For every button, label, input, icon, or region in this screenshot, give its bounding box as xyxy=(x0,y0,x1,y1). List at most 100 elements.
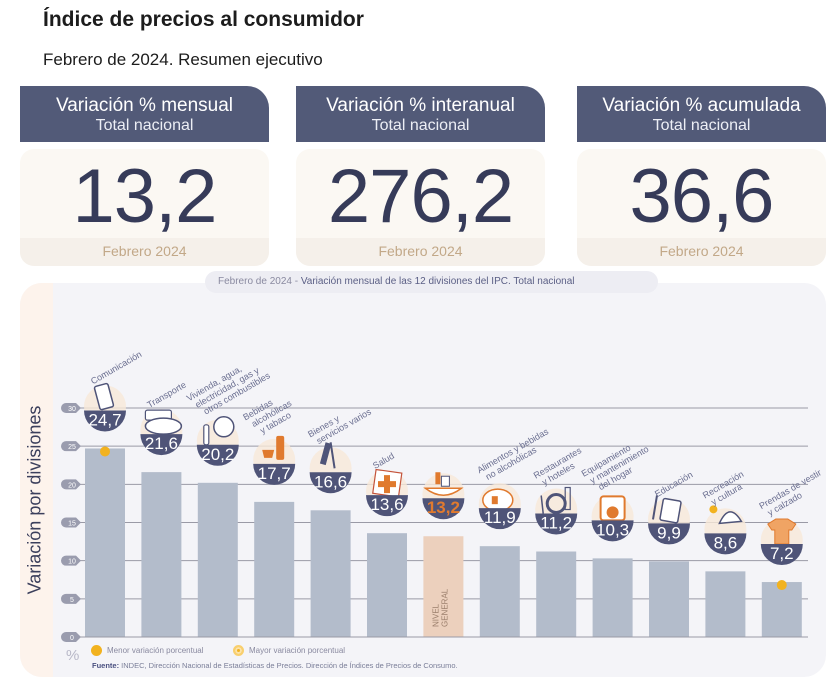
bar xyxy=(649,561,689,637)
category-label: Recreacióny cultura xyxy=(701,469,750,509)
card-header: Variación % interanual Total nacional xyxy=(296,86,545,142)
value-bubble xyxy=(478,508,521,530)
shopping-basket-icon-part xyxy=(440,475,450,487)
bar xyxy=(761,582,802,637)
category-label: Comunicación xyxy=(89,349,143,386)
value-bubble xyxy=(309,472,352,494)
value-label: 8,6 xyxy=(714,533,738,552)
card-subtitle: Total nacional xyxy=(371,117,470,134)
card-value: 276,2 xyxy=(327,154,514,239)
card-title: Variación % mensual xyxy=(55,95,234,116)
value-bubble xyxy=(591,520,634,542)
card-subtitle: Total nacional xyxy=(652,117,751,134)
value-bubble xyxy=(366,495,408,517)
scissors-comb-icon xyxy=(319,442,336,469)
y-tick-badge xyxy=(61,479,81,490)
card-header: Variación % mensual Total nacional xyxy=(20,86,269,142)
card-header: Variación % acumulada Total nacional xyxy=(577,86,826,142)
scissors-comb-icon-part xyxy=(329,442,336,469)
legend-item-min: Menor variación porcentual xyxy=(91,645,204,656)
page-subtitle: Febrero de 2024. Resumen ejecutivo xyxy=(43,50,323,69)
category-label: Bebidasalcohólicasy tabaco xyxy=(241,389,298,439)
roast-chicken-icon-part xyxy=(491,496,498,505)
y-tick-label: 25 xyxy=(68,444,76,451)
category-label: Equipamientoy mantenimientodel hogar xyxy=(580,435,656,496)
value-label: 11,2 xyxy=(540,514,572,533)
category-label-line: Comunicación xyxy=(89,349,143,386)
shopping-basket-icon-part xyxy=(435,472,441,485)
value-bubble xyxy=(253,463,296,485)
chart-title: Variación mensual de las 12 divisiones d… xyxy=(300,276,575,287)
bar xyxy=(479,546,520,637)
y-tick-label: 30 xyxy=(68,406,76,413)
beach-umbrella-icon xyxy=(709,505,743,525)
y-tick-badge xyxy=(61,517,81,528)
bar xyxy=(85,448,125,637)
category-label: Restaurantesy hoteles xyxy=(532,445,589,489)
max-marker xyxy=(100,446,110,457)
legend-label: Menor variación porcentual xyxy=(107,646,204,655)
category-label: Salud xyxy=(371,451,396,471)
card-value: 36,6 xyxy=(629,154,775,239)
y-tick-badge xyxy=(61,555,81,566)
lightbulb-icon-part xyxy=(203,424,210,446)
bar xyxy=(705,571,746,637)
y-tick-badge xyxy=(61,441,81,452)
source-text: INDEC, Dirección Nacional de Estadística… xyxy=(119,661,458,670)
value-bubble xyxy=(140,434,183,456)
category-label: Prendas de vestiry calzado xyxy=(757,467,828,519)
bar xyxy=(536,551,577,637)
category-label-line: Transporte xyxy=(145,380,187,410)
y-tick-badge xyxy=(61,632,81,642)
bar xyxy=(592,558,633,637)
value-label: 9,9 xyxy=(657,523,681,542)
bar xyxy=(367,533,407,637)
plate-cutlery-icon-part xyxy=(564,486,571,511)
bar-nivel-general xyxy=(423,536,464,637)
card-period: Febrero 2024 xyxy=(577,238,826,266)
page-title: Índice de precios al consumidor xyxy=(43,8,364,31)
plate-cutlery-icon-part xyxy=(540,495,544,514)
card-value: 13,2 xyxy=(72,154,218,239)
source-label: Fuente: xyxy=(92,661,120,670)
category-label-line: Salud xyxy=(371,451,396,471)
legend-label: Mayor variación porcentual xyxy=(249,646,346,655)
value-bubble xyxy=(84,410,126,432)
lightbulb-icon-part xyxy=(213,416,235,438)
bar xyxy=(141,472,182,637)
chart-caption: Febrero de 2024 - Variación mensual de l… xyxy=(205,271,658,293)
y-tick-label: 10 xyxy=(68,559,76,566)
source-note: Fuente: INDEC, Dirección Nacional de Est… xyxy=(92,661,458,670)
y-tick-label: 15 xyxy=(68,521,76,528)
card-period: Febrero 2024 xyxy=(20,238,269,266)
category-label: Bienes yservicios varios xyxy=(306,398,373,448)
beach-umbrella-icon-part xyxy=(709,505,718,514)
category-label: Transporte xyxy=(145,380,187,410)
washing-machine-icon-part xyxy=(606,506,619,519)
value-label: 10,3 xyxy=(596,520,629,539)
y-tick-label: 20 xyxy=(68,482,76,489)
bar xyxy=(197,482,238,637)
value-label: 13,6 xyxy=(370,495,403,514)
value-bubble xyxy=(422,498,465,520)
medical-cross-icon xyxy=(372,468,403,498)
bottle-icon-part xyxy=(262,449,275,458)
car-icon-part xyxy=(144,417,183,435)
card-title: Variación % interanual xyxy=(326,95,515,116)
value-label: 17,7 xyxy=(258,464,291,483)
legend-marker-ring-icon xyxy=(233,645,244,656)
medical-cross-icon-part xyxy=(378,475,396,494)
card-subtitle: Total nacional xyxy=(95,117,194,134)
value-label: 11,9 xyxy=(484,508,516,527)
washing-machine-icon xyxy=(599,495,626,522)
card-cumulative: Variación % acumulada Total nacional 36,… xyxy=(577,86,826,266)
lightbulb-icon xyxy=(203,416,235,446)
value-bubble xyxy=(760,544,803,566)
card-period: Febrero 2024 xyxy=(296,238,545,266)
card-body: 13,2 Febrero 2024 xyxy=(20,149,269,266)
smartphone-icon xyxy=(93,382,115,411)
notebook-icon-part xyxy=(652,495,658,520)
card-monthly: Variación % mensual Total nacional 13,2 … xyxy=(20,86,269,266)
bar xyxy=(310,510,351,637)
